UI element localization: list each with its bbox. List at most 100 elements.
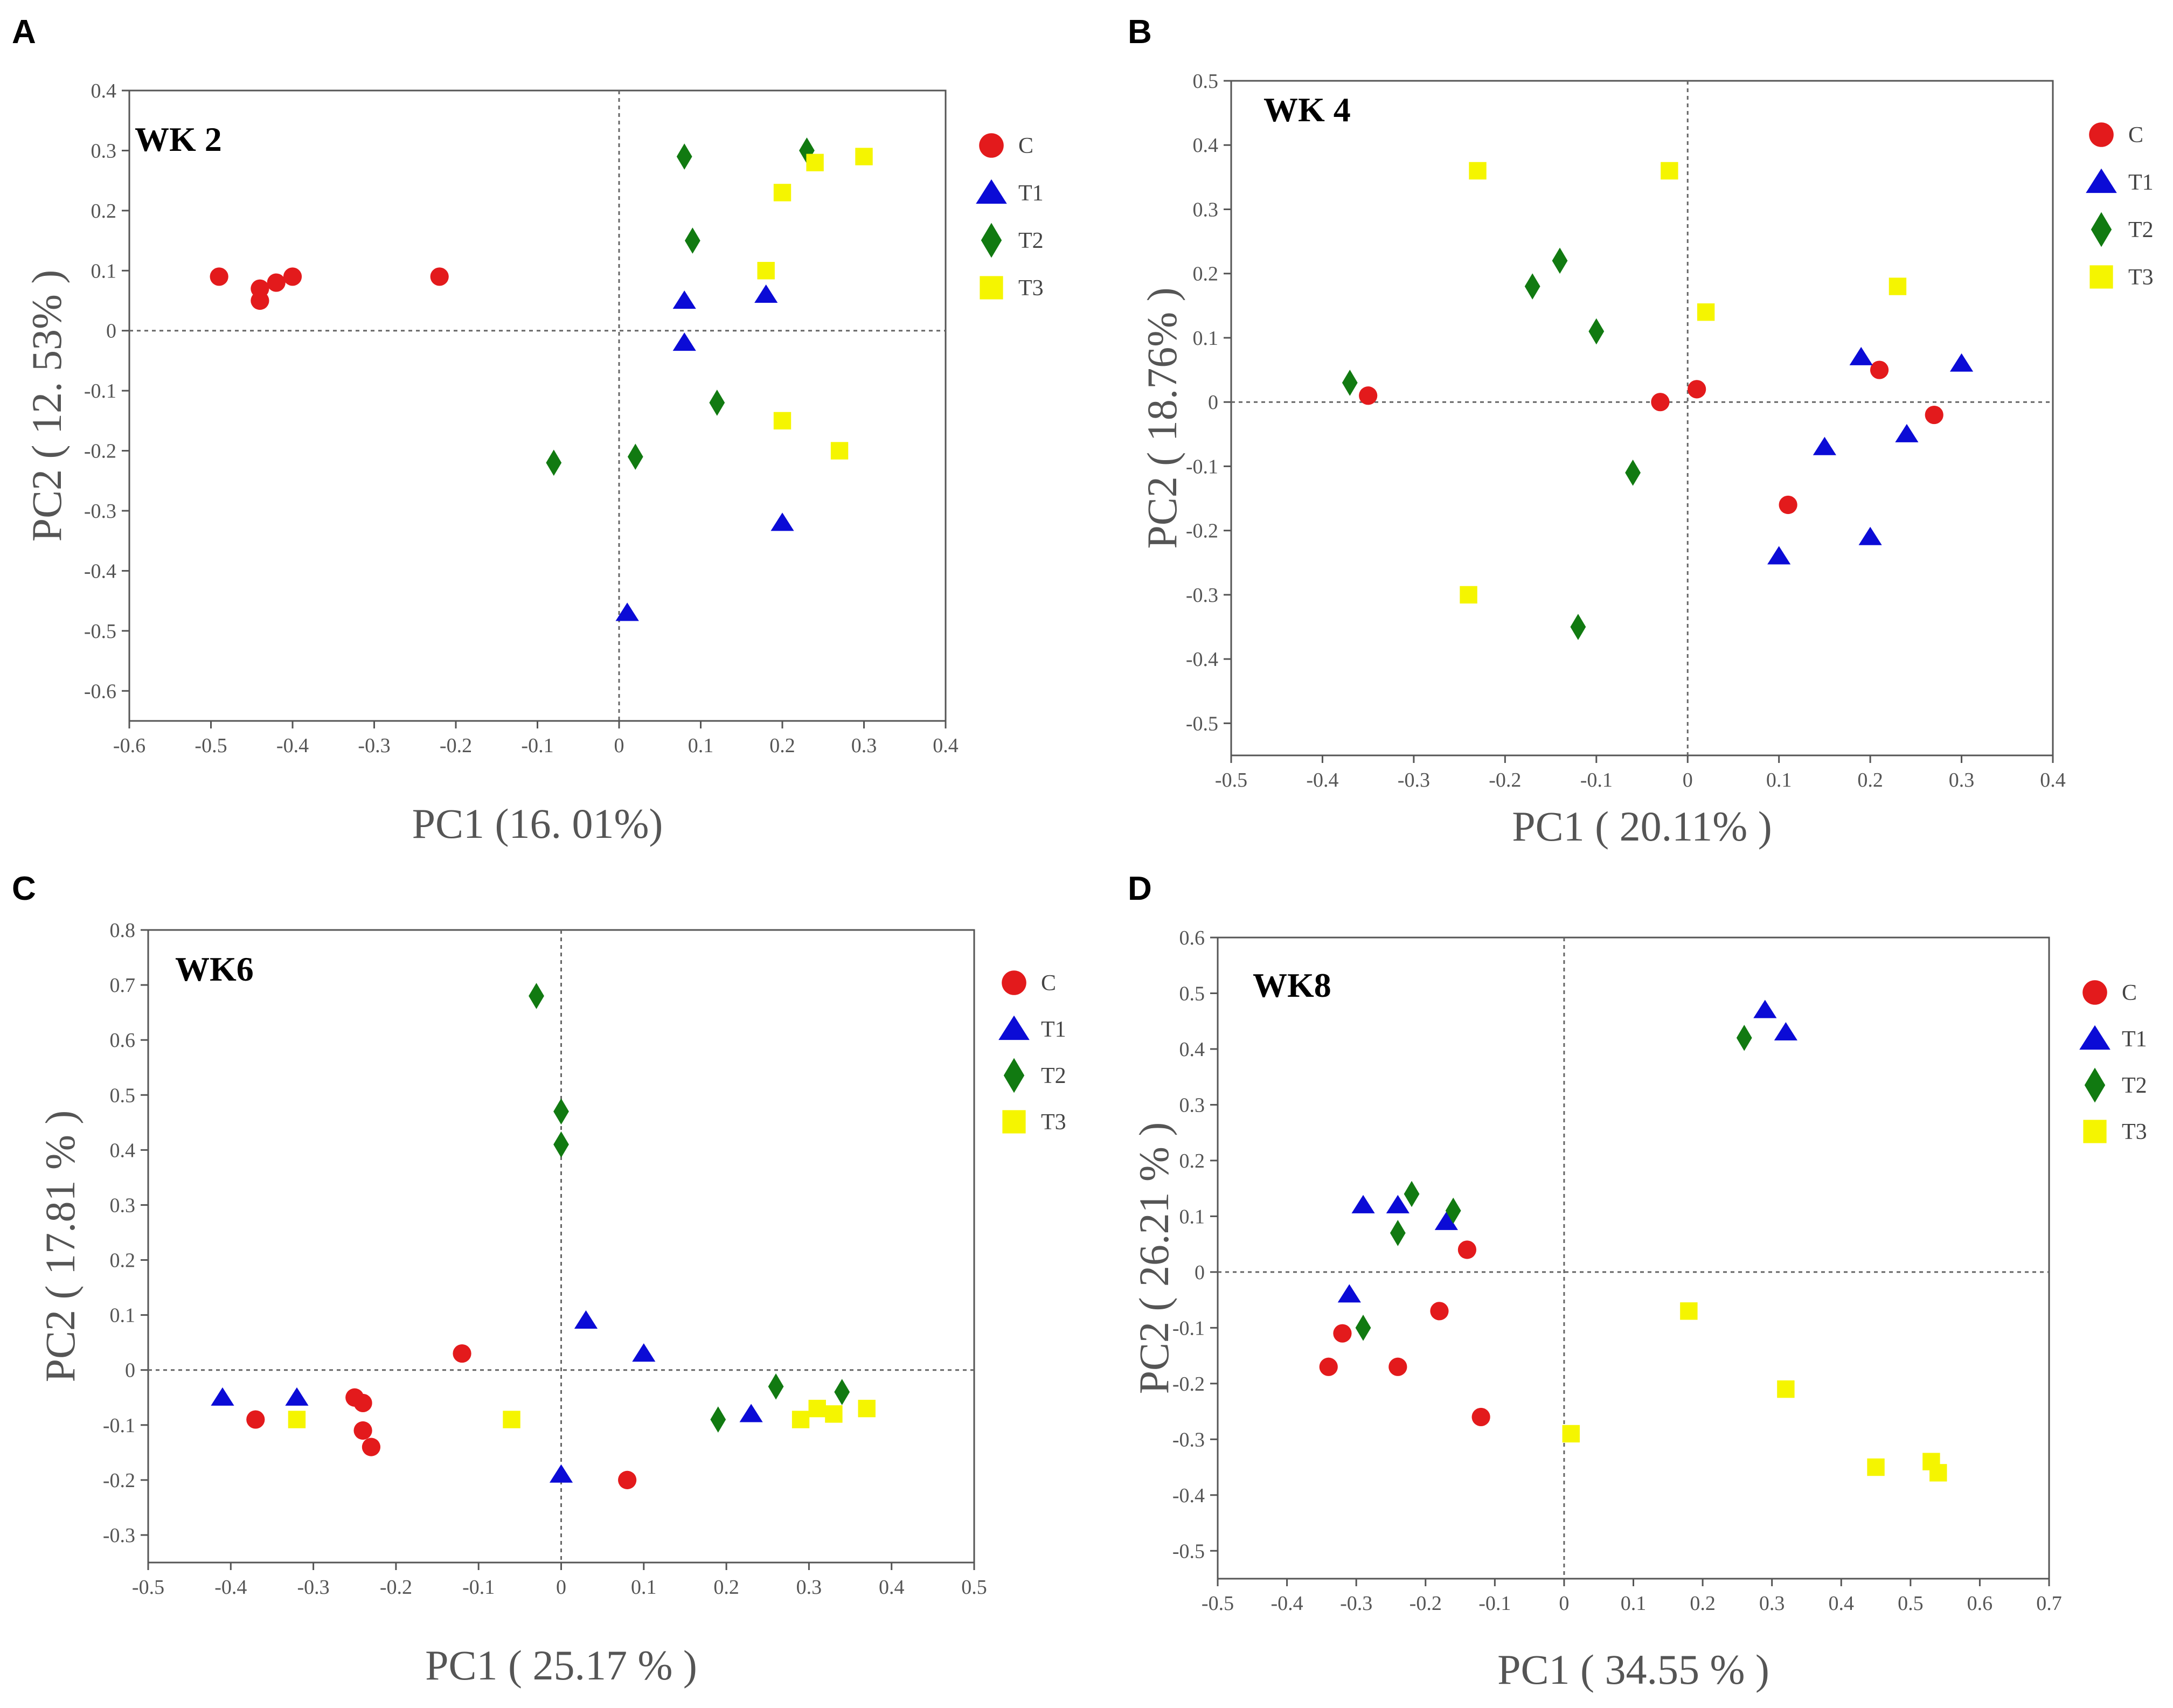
y-tick-label: 0.2 bbox=[1193, 263, 1219, 286]
point-t2 bbox=[1404, 1181, 1420, 1207]
series-t3 bbox=[1562, 1302, 1947, 1482]
point-t3 bbox=[773, 412, 792, 430]
point-t1 bbox=[1813, 436, 1836, 455]
x-tick-label: 0.1 bbox=[1766, 769, 1792, 791]
y-axis-title: PC2 ( 18.76% ) bbox=[1138, 287, 1185, 548]
x-tick-label: 0.3 bbox=[1949, 769, 1975, 791]
x-tick-label: 0.1 bbox=[1621, 1592, 1647, 1615]
point-t3 bbox=[855, 148, 873, 165]
point-t3 bbox=[1867, 1458, 1885, 1476]
y-tick-label: 0 bbox=[125, 1359, 135, 1382]
legend-marker-c bbox=[2082, 980, 2107, 1005]
y-tick-label: -0.6 bbox=[84, 680, 116, 703]
y-tick-label: 0.4 bbox=[1193, 134, 1219, 157]
series-t1 bbox=[1767, 346, 1974, 565]
y-axis-title: PC2 ( 12. 53% ) bbox=[23, 270, 70, 542]
y-tick-label: 0.2 bbox=[1179, 1150, 1205, 1172]
point-t1 bbox=[739, 1404, 763, 1422]
point-c bbox=[1359, 386, 1378, 405]
x-tick-label: -0.3 bbox=[1398, 769, 1430, 791]
y-tick-label: 0 bbox=[106, 320, 116, 343]
y-tick-label: 0.1 bbox=[91, 260, 117, 282]
legend-label-t3: T3 bbox=[2122, 1120, 2147, 1144]
x-tick-label: 0.3 bbox=[851, 734, 877, 757]
legend: C T1 T2 T3 bbox=[2086, 122, 2154, 290]
series-t1 bbox=[211, 1310, 763, 1483]
y-tick-label: -0.3 bbox=[1186, 584, 1218, 607]
point-t2 bbox=[553, 1098, 569, 1125]
point-t1 bbox=[1774, 1022, 1797, 1041]
plot-title: WK 2 bbox=[135, 120, 222, 158]
point-t1 bbox=[770, 512, 794, 531]
point-t3 bbox=[773, 184, 792, 202]
x-tick-label: -0.5 bbox=[1202, 1592, 1234, 1615]
x-tick-label: 0.1 bbox=[631, 1576, 657, 1599]
point-t3 bbox=[1661, 162, 1678, 180]
panel-a: A -0.6 -0.5 -0.4 -0.3 -0.2 -0.1 0 0.1 0.2 0.3 0.4 -0… bbox=[12, 13, 1044, 847]
legend-marker-t2 bbox=[1003, 1058, 1025, 1093]
point-t3 bbox=[806, 154, 824, 171]
y-tick-label: 0.5 bbox=[110, 1084, 136, 1107]
point-t1 bbox=[1753, 999, 1777, 1018]
point-t2 bbox=[553, 1131, 569, 1158]
series-t2 bbox=[1355, 1024, 1752, 1341]
point-t2 bbox=[1736, 1024, 1752, 1051]
legend-label-t3: T3 bbox=[1041, 1110, 1066, 1135]
panel-letter: D bbox=[1128, 870, 1152, 907]
series-t1 bbox=[615, 284, 794, 621]
y-tick-label: 0.3 bbox=[1179, 1094, 1205, 1116]
legend-marker-t3 bbox=[980, 276, 1003, 300]
panel-c: C -0.5 -0.4 -0.3 -0.2 -0.1 0 0.1 0.2 0.3 0.4 0.5 -0.… bbox=[12, 870, 1066, 1689]
x-axis-title: PC1 ( 34.55 % ) bbox=[1497, 1646, 1769, 1693]
series-t2 bbox=[529, 983, 850, 1433]
point-t1 bbox=[615, 602, 639, 621]
y-tick-label: -0.2 bbox=[1172, 1373, 1205, 1395]
plot-frame bbox=[1230, 80, 2054, 756]
legend-marker-t1 bbox=[2079, 1025, 2110, 1050]
x-tick-label: 0.4 bbox=[933, 734, 959, 757]
y-tick-label: -0.1 bbox=[84, 380, 116, 402]
y-tick-label: -0.5 bbox=[1172, 1540, 1205, 1563]
point-t3 bbox=[808, 1399, 826, 1418]
point-c bbox=[430, 267, 449, 286]
y-tick-label: 0.3 bbox=[110, 1194, 136, 1217]
legend: C T1 T2 T3 bbox=[998, 970, 1066, 1135]
plot-title: WK8 bbox=[1253, 966, 1331, 1004]
x-tick-label: -0.1 bbox=[521, 734, 553, 757]
y-tick-label: -0.2 bbox=[84, 440, 116, 463]
point-t2 bbox=[799, 137, 815, 164]
legend-marker-t2 bbox=[2091, 212, 2112, 247]
x-tick-label: -0.1 bbox=[1478, 1592, 1511, 1615]
x-tick-label: 0.3 bbox=[1759, 1592, 1785, 1615]
legend-marker-c bbox=[2089, 122, 2114, 147]
panel-letter: C bbox=[12, 870, 36, 907]
point-t1 bbox=[285, 1387, 309, 1406]
legend-label-t2: T2 bbox=[1018, 228, 1044, 253]
point-c bbox=[1925, 405, 1943, 425]
x-tick-label: 0.2 bbox=[769, 734, 795, 757]
x-tick-label: 0.2 bbox=[713, 1576, 739, 1599]
x-tick-label: 0.4 bbox=[1829, 1592, 1855, 1615]
series-c bbox=[1319, 1240, 1490, 1427]
point-t1 bbox=[672, 332, 696, 351]
y-tick-label: 0 bbox=[1208, 391, 1218, 414]
point-t2 bbox=[1552, 247, 1568, 274]
x-tick-label: 0.5 bbox=[961, 1576, 987, 1599]
point-c bbox=[1430, 1302, 1449, 1321]
point-c bbox=[1471, 1407, 1490, 1427]
point-t1 bbox=[1767, 546, 1791, 565]
point-t3 bbox=[1889, 277, 1907, 295]
plot-title: WK6 bbox=[175, 950, 254, 988]
plot-frame bbox=[1217, 936, 2050, 1580]
point-t3 bbox=[1469, 162, 1487, 180]
y-tick-label: 0.6 bbox=[110, 1029, 136, 1052]
series-c bbox=[210, 267, 449, 310]
x-tick-label: 0 bbox=[1683, 769, 1693, 791]
point-t3 bbox=[1697, 303, 1715, 321]
plot-frame bbox=[128, 89, 947, 722]
point-c bbox=[283, 267, 302, 286]
y-tick-label: -0.2 bbox=[103, 1469, 135, 1492]
point-t2 bbox=[676, 143, 692, 170]
x-tick-label: -0.5 bbox=[132, 1576, 164, 1599]
y-tick-label: 0.5 bbox=[1179, 982, 1205, 1005]
